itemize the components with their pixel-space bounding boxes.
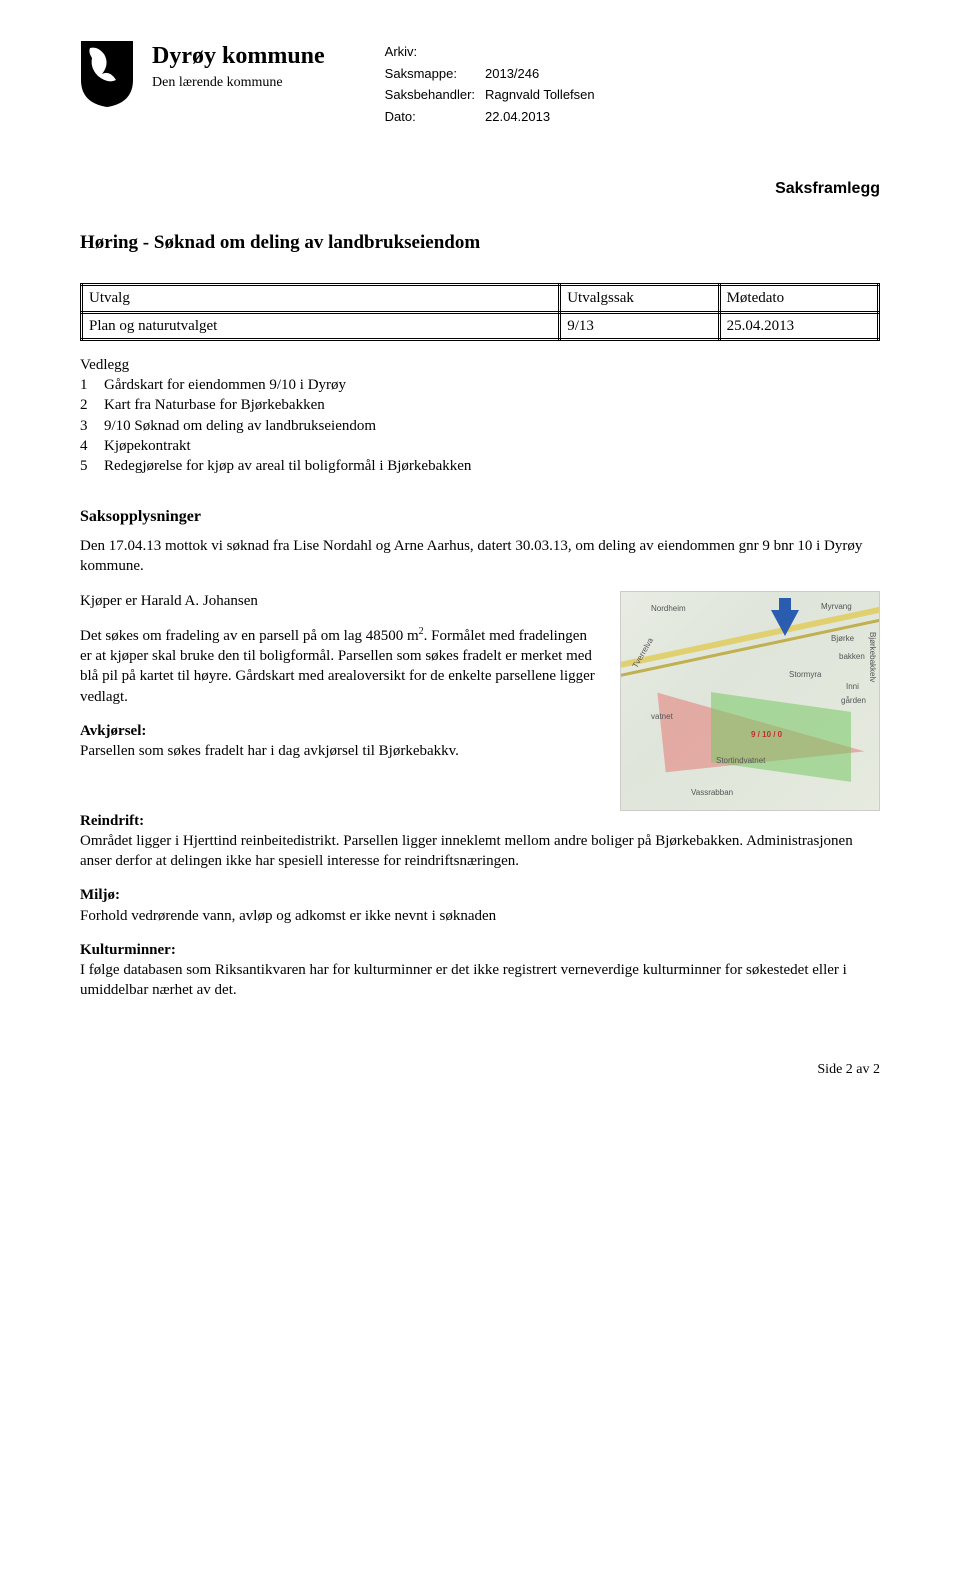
- document-title: Høring - Søknad om deling av landbruksei…: [80, 230, 880, 256]
- vedlegg-list: 1Gårdskart for eiendommen 9/10 i Dyrøy 2…: [80, 375, 880, 476]
- reindrift-block: Reindrift: Området ligger i Hjerttind rei…: [80, 811, 880, 872]
- text-map-row: Kjøper er Harald A. Johansen Det søkes o…: [80, 591, 880, 811]
- map-label: vatnet: [651, 712, 673, 723]
- utvalg-cell-dato: 25.04.2013: [719, 312, 878, 339]
- meta-saksbehandler-value: Ragnvald Tollefsen: [485, 85, 603, 105]
- kulturminner-heading: Kulturminner:: [80, 942, 176, 958]
- miljo-text: Forhold vedrørende vann, avløp og adkoms…: [80, 908, 496, 924]
- map-label: Bjørke: [831, 634, 854, 645]
- map-label: bakken: [839, 652, 865, 663]
- map-label: Bjørkebakkelv: [866, 632, 877, 682]
- vedlegg-item: Kart fra Naturbase for Bjørkebakken: [104, 395, 325, 415]
- meta-saksbehandler-label: Saksbehandler:: [385, 85, 483, 105]
- vedlegg-num: 1: [80, 375, 104, 395]
- vedlegg-item: Kjøpekontrakt: [104, 436, 191, 456]
- avkjorsel-text: Parsellen som søkes fradelt har i dag av…: [80, 743, 459, 759]
- municipality-crest: [80, 40, 134, 108]
- reindrift-heading: Reindrift:: [80, 813, 144, 829]
- meta-saksmappe-label: Saksmappe:: [385, 64, 483, 84]
- document-header: Dyrøy kommune Den lærende kommune Arkiv:…: [80, 40, 880, 128]
- case-meta-block: Arkiv: Saksmappe: 2013/246 Saksbehandler…: [383, 40, 605, 128]
- saksopplysninger-heading: Saksopplysninger: [80, 506, 880, 528]
- map-label: gården: [841, 696, 866, 707]
- municipality-name-block: Dyrøy kommune Den lærende kommune: [152, 40, 325, 93]
- utvalg-table: Utvalg Utvalgssak Møtedato Plan og natur…: [80, 283, 880, 341]
- map-thumbnail: Nordheim Myrvang Bjørke bakken Stormyra …: [620, 591, 880, 811]
- reindrift-text: Området ligger i Hjerttind reinbeitedist…: [80, 833, 853, 869]
- meta-arkiv-value: [485, 42, 603, 62]
- page-footer: Side 2 av 2: [80, 1061, 880, 1080]
- kulturminner-block: Kulturminner: I følge databasen som Riksa…: [80, 940, 880, 1001]
- saksopplysninger-p3: Det søkes om fradeling av en parsell på …: [80, 625, 600, 707]
- vedlegg-num: 3: [80, 416, 104, 436]
- avkjorsel-block: Avkjørsel: Parsellen som søkes fradelt ha…: [80, 721, 600, 762]
- saksopplysninger-p2: Kjøper er Harald A. Johansen: [80, 591, 600, 611]
- meta-saksmappe-value: 2013/246: [485, 64, 603, 84]
- map-label: Inni: [846, 682, 859, 693]
- utvalg-header-dato: Møtedato: [719, 285, 878, 312]
- p3a: Det søkes om fradeling av en parsell på …: [80, 628, 419, 644]
- vedlegg-item: Gårdskart for eiendommen 9/10 i Dyrøy: [104, 375, 346, 395]
- vedlegg-heading: Vedlegg: [80, 355, 880, 375]
- vedlegg-item: 9/10 Søknad om deling av landbrukseiendo…: [104, 416, 376, 436]
- miljo-block: Miljø: Forhold vedrørende vann, avløp og …: [80, 885, 880, 926]
- vedlegg-num: 4: [80, 436, 104, 456]
- vedlegg-num: 5: [80, 456, 104, 476]
- saksframlegg-label: Saksframlegg: [80, 178, 880, 200]
- vedlegg-num: 2: [80, 395, 104, 415]
- map-label: Myrvang: [821, 602, 852, 613]
- miljo-heading: Miljø:: [80, 887, 120, 903]
- utvalg-header-sak: Utvalgssak: [560, 285, 719, 312]
- saksopplysninger-p1: Den 17.04.13 mottok vi søknad fra Lise N…: [80, 536, 880, 577]
- map-parcel-label: 9 / 10 / 0: [751, 730, 782, 741]
- avkjorsel-heading: Avkjørsel:: [80, 723, 146, 739]
- meta-dato-label: Dato:: [385, 107, 483, 127]
- map-arrow-icon: [771, 610, 799, 636]
- map-label: Nordheim: [651, 604, 686, 615]
- utvalg-cell-name: Plan og naturutvalget: [82, 312, 560, 339]
- map-label: Vassrabban: [691, 788, 733, 799]
- municipality-name: Dyrøy kommune: [152, 40, 325, 72]
- utvalg-header-utvalg: Utvalg: [82, 285, 560, 312]
- meta-dato-value: 22.04.2013: [485, 107, 603, 127]
- map-label: Stormyra: [789, 670, 821, 681]
- map-label: Tverrelva: [631, 636, 657, 670]
- kulturminner-text: I følge databasen som Riksantikvaren har…: [80, 962, 847, 998]
- vedlegg-item: Redegjørelse for kjøp av areal til bolig…: [104, 456, 471, 476]
- municipality-tagline: Den lærende kommune: [152, 74, 325, 93]
- meta-arkiv-label: Arkiv:: [385, 42, 483, 62]
- map-label: Stortindvatnet: [716, 756, 765, 767]
- utvalg-cell-sak: 9/13: [560, 312, 719, 339]
